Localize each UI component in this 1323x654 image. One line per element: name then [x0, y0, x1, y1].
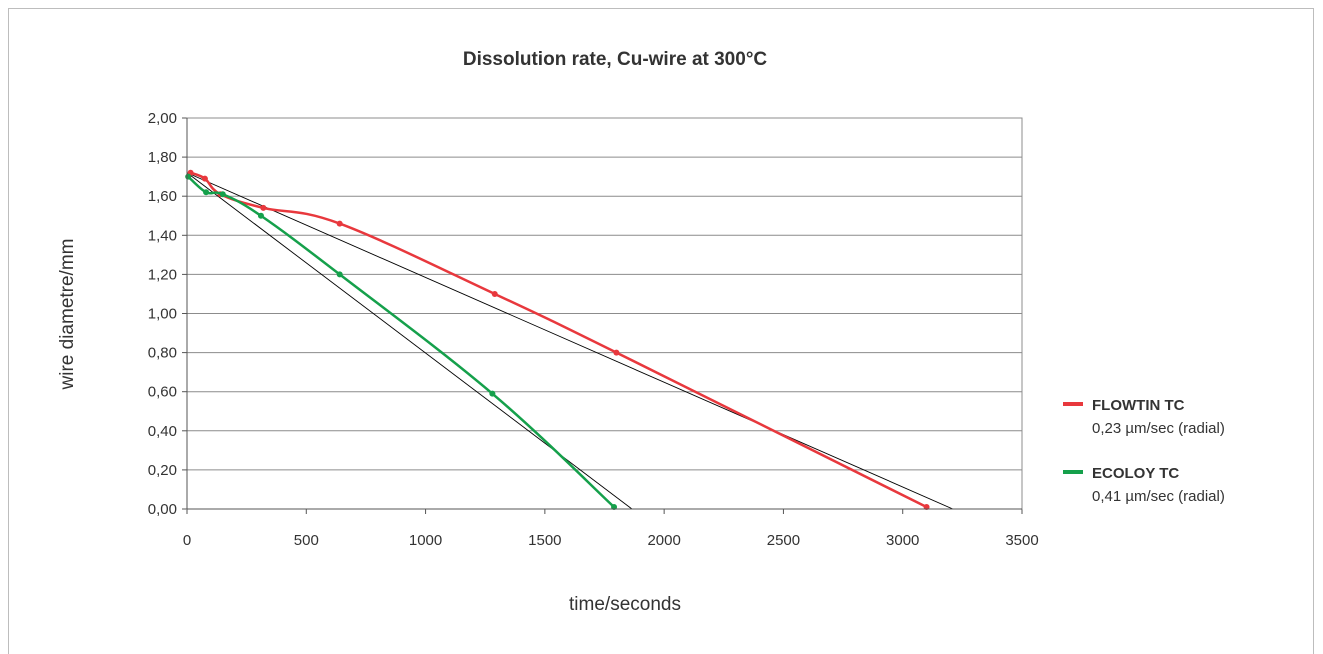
series-line-flowtin-tc	[190, 171, 928, 509]
y-tick-label: 0,20	[148, 462, 177, 479]
x-tick-label: 1500	[528, 532, 561, 549]
y-tick-label: 0,00	[148, 501, 177, 518]
x-tick-label: 2500	[767, 532, 800, 549]
series-line-ecoloy-tc	[187, 175, 615, 508]
data-point-flowtin-tc	[201, 175, 208, 182]
legend-subtitle-flowtin-tc: 0,23 µm/sec (radial)	[1092, 420, 1225, 437]
x-tick-label: 0	[183, 532, 191, 549]
data-point-flowtin-tc	[491, 290, 498, 297]
data-point-ecoloy-tc	[489, 390, 496, 397]
trend-lines	[186, 172, 953, 510]
y-tick-label: 1,40	[148, 227, 177, 244]
data-point-flowtin-tc	[613, 349, 620, 356]
x-tick-label: 500	[294, 532, 319, 549]
data-point-ecoloy-tc	[185, 173, 192, 180]
y-tick-label: 1,80	[148, 149, 177, 166]
x-tick-labels: 0 500 1000 1500 2000 2500 3000 3500	[183, 532, 1039, 549]
y-tick-label: 0,80	[148, 345, 177, 362]
y-tick-labels: 0,00 0,20 0,40 0,60 0,80 1,00 1,20 1,40 1,60 1,80…	[148, 110, 177, 518]
legend-subtitle-ecoloy-tc: 0,41 µm/sec (radial)	[1092, 488, 1225, 505]
y-axis-label: wire diametre/mm	[57, 239, 78, 391]
chart-title: Dissolution rate, Cu-wire at 300°C	[463, 49, 768, 70]
data-point-ecoloy-tc	[219, 191, 226, 198]
legend-label-flowtin-tc: FLOWTIN TC	[1092, 397, 1185, 414]
y-tick-label: 1,00	[148, 306, 177, 323]
y-tick-label: 1,20	[148, 266, 177, 283]
x-tick-label: 2000	[647, 532, 680, 549]
axes	[182, 117, 1023, 514]
trend-line	[186, 172, 953, 510]
legend: FLOWTIN TC 0,23 µm/sec (radial) ECOLOY TC 0…	[1063, 397, 1225, 505]
data-point-ecoloy-tc	[203, 189, 210, 196]
data-point-ecoloy-tc	[336, 271, 343, 278]
y-tick-label: 0,60	[148, 384, 177, 401]
x-tick-label: 3000	[886, 532, 919, 549]
legend-label-ecoloy-tc: ECOLOY TC	[1092, 465, 1179, 482]
chart-frame	[8, 8, 1314, 654]
data-point-flowtin-tc	[260, 204, 267, 211]
x-tick-label: 3500	[1005, 532, 1038, 549]
x-tick-label: 1000	[409, 532, 442, 549]
data-point-ecoloy-tc	[257, 212, 264, 219]
gridlines	[187, 117, 1022, 471]
data-point-flowtin-tc	[336, 220, 343, 227]
y-tick-label: 1,60	[148, 188, 177, 205]
y-tick-label: 2,00	[148, 110, 177, 127]
y-tick-label: 0,40	[148, 423, 177, 440]
x-axis-label: time/seconds	[569, 594, 681, 615]
